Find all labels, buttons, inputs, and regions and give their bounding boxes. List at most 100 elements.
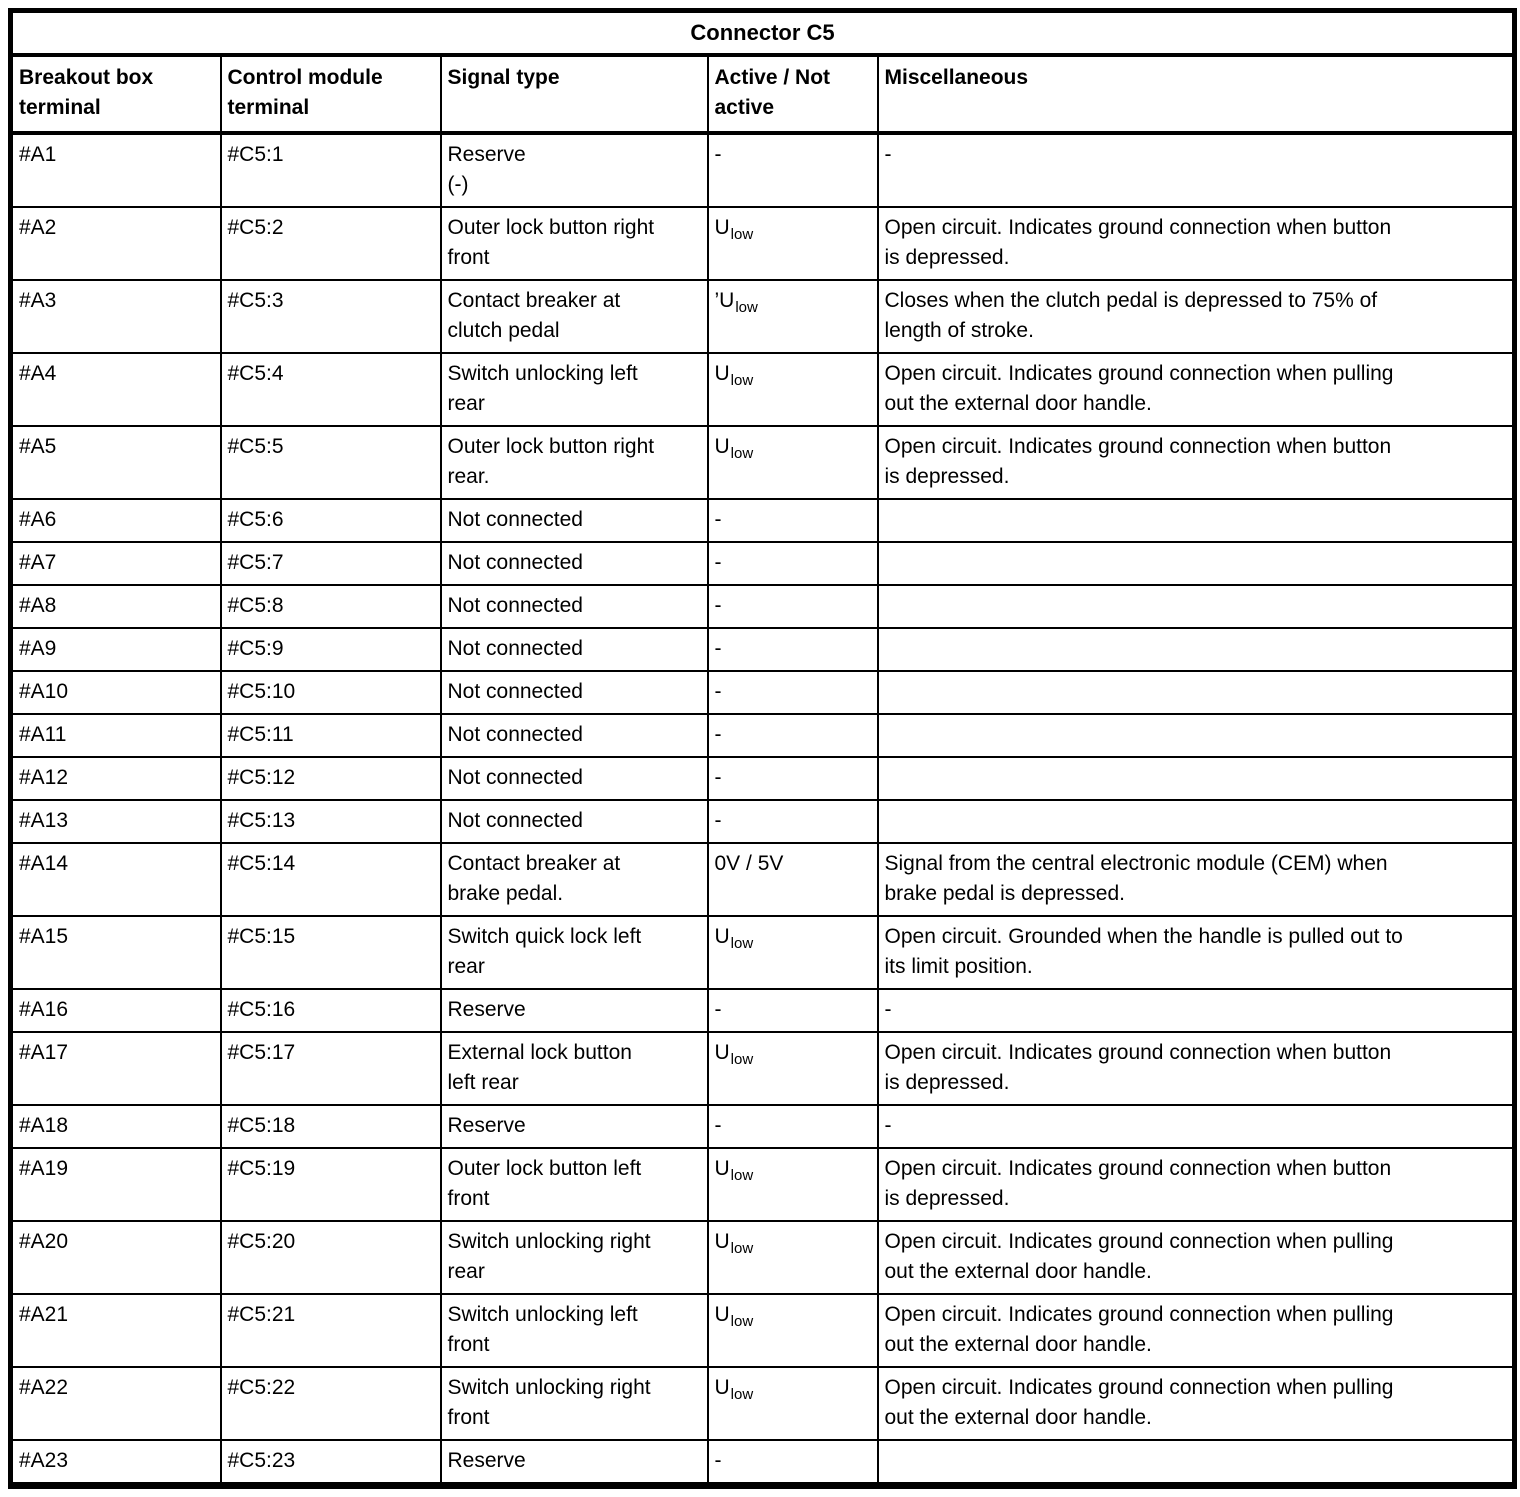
signal-type-cell: Reserve xyxy=(439,1439,709,1487)
control-module-terminal-cell: #C5:2 xyxy=(219,206,442,281)
active-state-cell: Ulow xyxy=(706,1220,879,1295)
active-state-cell: Ulow xyxy=(706,1366,879,1441)
table-body: #A1 #C5:1 Reserve (-) - - #A2 #C5:2 Outer lock … xyxy=(9,132,1516,1487)
signal-type-cell: Not connected xyxy=(439,627,709,672)
active-subscript: low xyxy=(730,226,754,243)
signal-type-cell: Switch unlocking left rear xyxy=(439,352,709,427)
breakout-terminal-cell: #A5 xyxy=(9,425,222,500)
column-header-signal-type: Signal type xyxy=(439,54,709,135)
miscellaneous-cell xyxy=(876,1439,1516,1487)
breakout-terminal-cell: #A13 xyxy=(9,799,222,844)
table-row: #A22 #C5:22 Switch unlocking right front Ul… xyxy=(9,1366,1516,1441)
active-state-cell: Ulow xyxy=(706,1031,879,1106)
table-row: #A20 #C5:20 Switch unlocking right rear Ulo… xyxy=(9,1220,1516,1295)
column-header-breakout-box-terminal: Breakout box terminal xyxy=(9,54,222,135)
active-subscript: low xyxy=(735,299,758,316)
active-subscript: low xyxy=(730,445,754,462)
miscellaneous-cell: Open circuit. Indicates ground connectio… xyxy=(876,1293,1516,1368)
signal-type-cell: Not connected xyxy=(439,584,709,629)
active-state-cell: Ulow xyxy=(706,1147,879,1222)
table-row: #A3 #C5:3 Contact breaker at clutch pedal’… xyxy=(9,279,1516,354)
control-module-terminal-cell: #C5:1 xyxy=(219,132,442,208)
table-header-row: Breakout box terminal Control module ter… xyxy=(9,54,1516,135)
breakout-terminal-cell: #A12 xyxy=(9,756,222,801)
table-row: #A15 #C5:15 Switch quick lock left rear Ulo… xyxy=(9,915,1516,990)
breakout-terminal-cell: #A22 xyxy=(9,1366,222,1441)
column-header-control-module-terminal: Control module terminal xyxy=(219,54,442,135)
control-module-terminal-cell: #C5:23 xyxy=(219,1439,442,1487)
active-subscript: low xyxy=(730,1167,754,1184)
active-state-cell: - xyxy=(706,988,879,1033)
active-state-cell: - xyxy=(706,627,879,672)
breakout-terminal-cell: #A17 xyxy=(9,1031,222,1106)
active-state-cell: - xyxy=(706,1104,879,1149)
control-module-terminal-cell: #C5:11 xyxy=(219,713,442,758)
signal-type-cell: Not connected xyxy=(439,799,709,844)
active-state-cell: 0V / 5V xyxy=(706,842,879,917)
signal-type-cell: Switch unlocking left front xyxy=(439,1293,709,1368)
control-module-terminal-cell: #C5:6 xyxy=(219,498,442,543)
breakout-terminal-cell: #A21 xyxy=(9,1293,222,1368)
table-row: #A10 #C5:10 Not connected - xyxy=(9,670,1516,715)
table-row: #A1 #C5:1 Reserve (-) - - xyxy=(9,132,1516,208)
miscellaneous-cell: Closes when the clutch pedal is depresse… xyxy=(876,279,1516,354)
breakout-terminal-cell: #A9 xyxy=(9,627,222,672)
table-title-row: Connector C5 xyxy=(9,9,1516,57)
control-module-terminal-cell: #C5:12 xyxy=(219,756,442,801)
table-row: #A8 #C5:8 Not connected - xyxy=(9,584,1516,629)
control-module-terminal-cell: #C5:22 xyxy=(219,1366,442,1441)
active-subscript: low xyxy=(730,1051,754,1068)
miscellaneous-cell: Open circuit. Indicates ground connectio… xyxy=(876,1031,1516,1106)
active-state-cell: - xyxy=(706,132,879,208)
miscellaneous-cell xyxy=(876,713,1516,758)
column-header-active-not-active: Active / Not active xyxy=(706,54,879,135)
control-module-terminal-cell: #C5:15 xyxy=(219,915,442,990)
miscellaneous-cell xyxy=(876,541,1516,586)
table-row: #A16 #C5:16 Reserve - - xyxy=(9,988,1516,1033)
miscellaneous-cell: - xyxy=(876,1104,1516,1149)
control-module-terminal-cell: #C5:14 xyxy=(219,842,442,917)
signal-type-cell: Not connected xyxy=(439,713,709,758)
table-row: #A23 #C5:23 Reserve - xyxy=(9,1439,1516,1487)
signal-type-cell: Not connected xyxy=(439,541,709,586)
control-module-terminal-cell: #C5:4 xyxy=(219,352,442,427)
table-row: #A19 #C5:19 Outer lock button left front Ul… xyxy=(9,1147,1516,1222)
miscellaneous-cell: Open circuit. Indicates ground connectio… xyxy=(876,1147,1516,1222)
column-header-miscellaneous: Miscellaneous xyxy=(876,54,1516,135)
table-row: #A13 #C5:13 Not connected - xyxy=(9,799,1516,844)
miscellaneous-cell xyxy=(876,670,1516,715)
signal-type-cell: External lock button left rear xyxy=(439,1031,709,1106)
breakout-terminal-cell: #A4 xyxy=(9,352,222,427)
active-subscript: low xyxy=(730,372,754,389)
active-state-cell: - xyxy=(706,541,879,586)
signal-type-cell: Not connected xyxy=(439,670,709,715)
breakout-terminal-cell: #A10 xyxy=(9,670,222,715)
breakout-terminal-cell: #A2 xyxy=(9,206,222,281)
active-subscript: low xyxy=(730,1386,754,1403)
breakout-terminal-cell: #A11 xyxy=(9,713,222,758)
table-title: Connector C5 xyxy=(9,9,1516,57)
miscellaneous-cell xyxy=(876,627,1516,672)
table-row: #A7 #C5:7 Not connected - xyxy=(9,541,1516,586)
control-module-terminal-cell: #C5:7 xyxy=(219,541,442,586)
active-state-cell: - xyxy=(706,584,879,629)
breakout-terminal-cell: #A8 xyxy=(9,584,222,629)
breakout-terminal-cell: #A1 xyxy=(9,132,222,208)
breakout-terminal-cell: #A15 xyxy=(9,915,222,990)
control-module-terminal-cell: #C5:18 xyxy=(219,1104,442,1149)
control-module-terminal-cell: #C5:20 xyxy=(219,1220,442,1295)
miscellaneous-cell: Open circuit. Indicates ground connectio… xyxy=(876,425,1516,500)
signal-type-cell: Reserve (-) xyxy=(439,132,709,208)
breakout-terminal-cell: #A3 xyxy=(9,279,222,354)
miscellaneous-cell xyxy=(876,756,1516,801)
table-row: #A5 #C5:5 Outer lock button right rear. Ulo… xyxy=(9,425,1516,500)
active-state-cell: Ulow xyxy=(706,915,879,990)
table-head: Connector C5 Breakout box terminal Contr… xyxy=(9,9,1516,135)
miscellaneous-cell: Open circuit. Indicates ground connectio… xyxy=(876,206,1516,281)
signal-type-cell: Outer lock button right rear. xyxy=(439,425,709,500)
control-module-terminal-cell: #C5:17 xyxy=(219,1031,442,1106)
breakout-terminal-cell: #A18 xyxy=(9,1104,222,1149)
active-state-cell: Ulow xyxy=(706,352,879,427)
active-state-cell: - xyxy=(706,498,879,543)
active-subscript: low xyxy=(730,935,754,952)
